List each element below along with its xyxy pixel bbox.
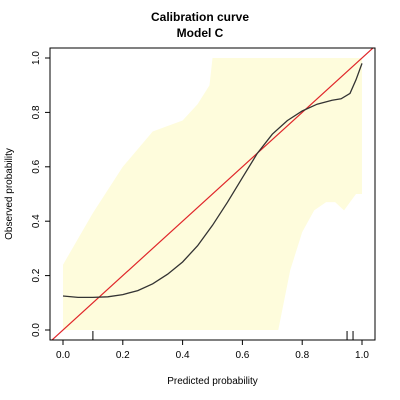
y-tick-label: 0.4 — [31, 214, 42, 228]
y-tick-label: 0.8 — [31, 105, 42, 119]
x-tick-label: 0.8 — [295, 350, 309, 361]
x-tick-label: 1.0 — [355, 350, 369, 361]
chart-subtitle: Model C — [176, 26, 224, 40]
y-tick-label: 0.6 — [31, 159, 42, 173]
calibration-curve-series — [62, 63, 363, 299]
y-tick-label: 0.0 — [31, 323, 42, 337]
y-axis-label: Observed probability — [4, 148, 15, 240]
y-tick-label: 1.0 — [31, 51, 42, 65]
x-axis-label: Predicted probability — [167, 376, 258, 387]
chart-title: Calibration curve — [150, 10, 250, 24]
x-tick-label: 0.4 — [176, 350, 190, 361]
reference-line — [51, 48, 374, 340]
x-tick-label: 0.2 — [116, 350, 130, 361]
x-tick-label: 0.0 — [56, 350, 70, 361]
plot-frame — [49, 47, 376, 341]
x-tick-label: 0.6 — [235, 350, 249, 361]
y-tick-label: 0.2 — [31, 268, 42, 282]
